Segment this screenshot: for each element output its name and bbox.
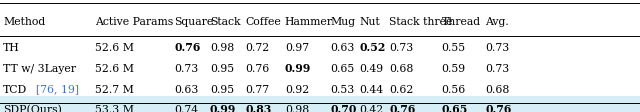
Text: 0.99: 0.99	[210, 104, 236, 112]
Text: Thread: Thread	[442, 17, 481, 27]
Text: 0.53: 0.53	[330, 85, 355, 95]
Text: Method: Method	[3, 17, 45, 27]
Bar	[0, 96, 640, 112]
Text: 0.65: 0.65	[442, 104, 468, 112]
Text: 0.98: 0.98	[210, 43, 234, 53]
Text: 52.6 M: 52.6 M	[95, 43, 134, 53]
Text: 52.6 M: 52.6 M	[95, 64, 134, 74]
Text: 0.56: 0.56	[442, 85, 466, 95]
Text: 0.49: 0.49	[360, 64, 384, 74]
Text: 0.55: 0.55	[442, 43, 466, 53]
Text: 52.7 M: 52.7 M	[95, 85, 134, 95]
Text: [76, 19]: [76, 19]	[36, 85, 79, 95]
Text: 0.77: 0.77	[245, 85, 269, 95]
Text: 0.65: 0.65	[330, 64, 355, 74]
Text: 0.97: 0.97	[285, 43, 309, 53]
Text: 0.73: 0.73	[485, 43, 509, 53]
Text: SDP(Ours): SDP(Ours)	[3, 105, 62, 112]
Text: Mug: Mug	[330, 17, 355, 27]
Text: 0.59: 0.59	[442, 64, 466, 74]
Text: 0.95: 0.95	[210, 64, 234, 74]
Text: TT w/ 3Layer: TT w/ 3Layer	[3, 64, 76, 74]
Text: 0.76: 0.76	[174, 42, 200, 53]
Text: 0.73: 0.73	[389, 43, 413, 53]
Text: 0.42: 0.42	[360, 105, 384, 112]
Text: 0.70: 0.70	[330, 104, 356, 112]
Text: 0.73: 0.73	[485, 64, 509, 74]
Text: 0.62: 0.62	[389, 85, 413, 95]
Text: 0.92: 0.92	[285, 85, 309, 95]
Text: 0.76: 0.76	[245, 64, 269, 74]
Text: Active Params: Active Params	[95, 17, 173, 27]
Text: 0.72: 0.72	[245, 43, 269, 53]
Text: 0.52: 0.52	[360, 42, 386, 53]
Text: Coffee: Coffee	[245, 17, 281, 27]
Text: 0.83: 0.83	[245, 104, 271, 112]
Text: 0.44: 0.44	[360, 85, 384, 95]
Text: 0.63: 0.63	[174, 85, 198, 95]
Text: 53.3 M: 53.3 M	[95, 105, 134, 112]
Text: TH: TH	[3, 43, 20, 53]
Text: 0.98: 0.98	[285, 105, 309, 112]
Text: 0.95: 0.95	[210, 85, 234, 95]
Text: Square: Square	[174, 17, 213, 27]
Text: 0.63: 0.63	[330, 43, 355, 53]
Text: 0.76: 0.76	[389, 104, 415, 112]
Text: 0.73: 0.73	[174, 64, 198, 74]
Text: Stack: Stack	[210, 17, 241, 27]
Text: Avg.: Avg.	[485, 17, 509, 27]
Text: Stack three: Stack three	[389, 17, 452, 27]
Text: 0.99: 0.99	[285, 63, 311, 74]
Text: 0.74: 0.74	[174, 105, 198, 112]
Text: 0.68: 0.68	[389, 64, 413, 74]
Text: 0.68: 0.68	[485, 85, 509, 95]
Text: Nut: Nut	[360, 17, 380, 27]
Text: TCD: TCD	[3, 85, 28, 95]
Text: Hammer: Hammer	[285, 17, 333, 27]
Text: 0.76: 0.76	[485, 104, 511, 112]
